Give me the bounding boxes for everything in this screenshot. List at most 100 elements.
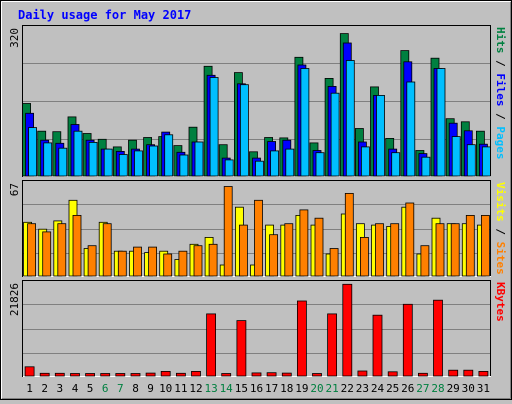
x-tick-label: 10	[159, 382, 172, 395]
chart-panels: 320 Hits / Files / Pages 67 Visits / Sites 2…	[8, 25, 507, 377]
bar-pages-day-7	[118, 154, 128, 177]
right-axis-label-part: Pages	[494, 126, 507, 159]
bar-kbytes-day-31	[478, 370, 489, 377]
bar-sites-day-24	[375, 223, 384, 277]
bar-sites-day-17	[269, 234, 279, 277]
bar-kbytes-day-17	[266, 372, 277, 377]
bar-sites-day-20	[314, 217, 324, 277]
bar-sites-day-23	[359, 236, 369, 277]
bar-kbytes-day-6	[100, 373, 111, 377]
chart-title: Daily usage for May 2017	[18, 8, 191, 22]
right-axis-label-separator: /	[494, 54, 507, 74]
bar-sites-day-21	[329, 248, 339, 277]
bar-kbytes-day-26	[402, 303, 413, 377]
bar-sites-day-31	[480, 214, 490, 277]
x-tick-label: 30	[462, 382, 475, 395]
bar-sites-day-15	[238, 224, 248, 277]
bar-kbytes-day-18	[281, 372, 292, 377]
bar-pages-day-12	[194, 141, 204, 177]
bar-pages-day-20	[315, 152, 325, 177]
bar-pages-day-23	[360, 146, 370, 177]
bar-pages-day-4	[73, 130, 83, 177]
bar-kbytes-day-9	[145, 372, 156, 377]
x-tick-label: 6	[102, 382, 109, 395]
bar-pages-day-24	[376, 95, 385, 177]
ymax-label-hits: 320	[8, 28, 21, 48]
x-tick-label: 17	[265, 382, 278, 395]
bar-pages-day-22	[345, 60, 355, 177]
x-tick-label: 15	[235, 382, 248, 395]
bar-pages-day-16	[255, 160, 264, 177]
bar-sites-day-25	[390, 223, 400, 277]
bar-sites-day-6	[102, 223, 112, 277]
bar-kbytes-day-21	[327, 313, 338, 377]
bar-kbytes-day-16	[251, 372, 262, 377]
panel-kbytes: 21826 KBytes	[8, 280, 507, 377]
bar-pages-day-31	[481, 146, 491, 177]
x-tick-label: 22	[341, 382, 354, 395]
right-axis-label-part: Files	[494, 73, 507, 106]
bar-pages-day-5	[88, 141, 98, 177]
ymax-label-kbytes: 21826	[8, 283, 21, 316]
bar-pages-day-10	[164, 134, 174, 177]
bar-pages-day-14	[224, 159, 234, 177]
bar-sites-day-10	[163, 253, 173, 277]
bar-kbytes-day-1	[24, 366, 35, 377]
x-tick-label: 12	[189, 382, 202, 395]
bar-sites-day-7	[117, 250, 127, 277]
bar-pages-day-15	[239, 84, 249, 177]
bar-pages-day-1	[28, 127, 38, 177]
ymax-label-visits: 67	[8, 183, 21, 196]
x-tick-label: 3	[56, 382, 63, 395]
bar-sites-day-1	[27, 223, 37, 277]
bar-pages-day-26	[406, 81, 416, 177]
x-tick-label: 5	[87, 382, 94, 395]
x-tick-label: 18	[280, 382, 293, 395]
x-tick-label: 14	[220, 382, 234, 395]
bar-kbytes-day-27	[417, 372, 428, 377]
bar-kbytes-day-4	[70, 373, 80, 377]
x-axis-labels: 1 2 3 4 5 6 7 8 9 10 11 12 13 14 15 16 17 18 19 20 21 22 23 24 2…	[26, 382, 490, 395]
bar-kbytes-day-19	[296, 300, 307, 377]
bar-pages-day-25	[391, 152, 401, 177]
x-tick-label: 8	[132, 382, 139, 395]
bar-pages-day-17	[270, 150, 280, 177]
x-tick-label: 7	[117, 382, 124, 395]
bar-pages-day-21	[330, 92, 340, 177]
bar-kbytes-day-5	[85, 373, 95, 377]
bar-kbytes-day-11	[175, 372, 186, 377]
panel-hits: 320 Hits / Files / Pages	[8, 25, 507, 177]
x-tick-label: 27	[416, 382, 429, 395]
bar-sites-day-12	[193, 245, 203, 277]
x-tick-label: 11	[174, 382, 187, 395]
bar-kbytes-day-2	[39, 372, 50, 377]
bar-kbytes-day-8	[130, 373, 141, 377]
bar-sites-day-29	[450, 223, 460, 277]
right-axis-label-part: Sites	[494, 242, 507, 275]
panel-border-kbytes	[22, 280, 491, 377]
bar-pages-day-18	[285, 148, 295, 177]
bar-sites-day-18	[284, 223, 294, 277]
bar-kbytes-day-7	[115, 373, 126, 377]
bar-pages-day-19	[300, 68, 310, 177]
right-axis-label-hits: Hits / Files / Pages	[494, 27, 507, 160]
bar-sites-day-30	[465, 214, 475, 277]
bar-kbytes-day-20	[312, 373, 322, 377]
x-tick-label: 24	[371, 382, 385, 395]
bar-sites-day-9	[148, 246, 158, 277]
right-axis-label-part: KBytes	[494, 282, 507, 322]
right-axis-label-part: Visits	[494, 182, 507, 222]
x-tick-label: 23	[356, 382, 369, 395]
bar-kbytes-day-28	[433, 299, 443, 377]
bar-kbytes-day-25	[387, 371, 398, 377]
bar-sites-day-19	[299, 209, 309, 277]
x-tick-label: 1	[26, 382, 33, 395]
bar-pages-day-6	[103, 148, 113, 177]
x-tick-label: 29	[447, 382, 460, 395]
bar-sites-day-5	[87, 245, 97, 277]
bar-sites-day-8	[133, 246, 142, 277]
bar-pages-day-29	[451, 136, 461, 177]
bar-kbytes-day-12	[191, 370, 201, 377]
bar-sites-day-4	[72, 214, 82, 277]
